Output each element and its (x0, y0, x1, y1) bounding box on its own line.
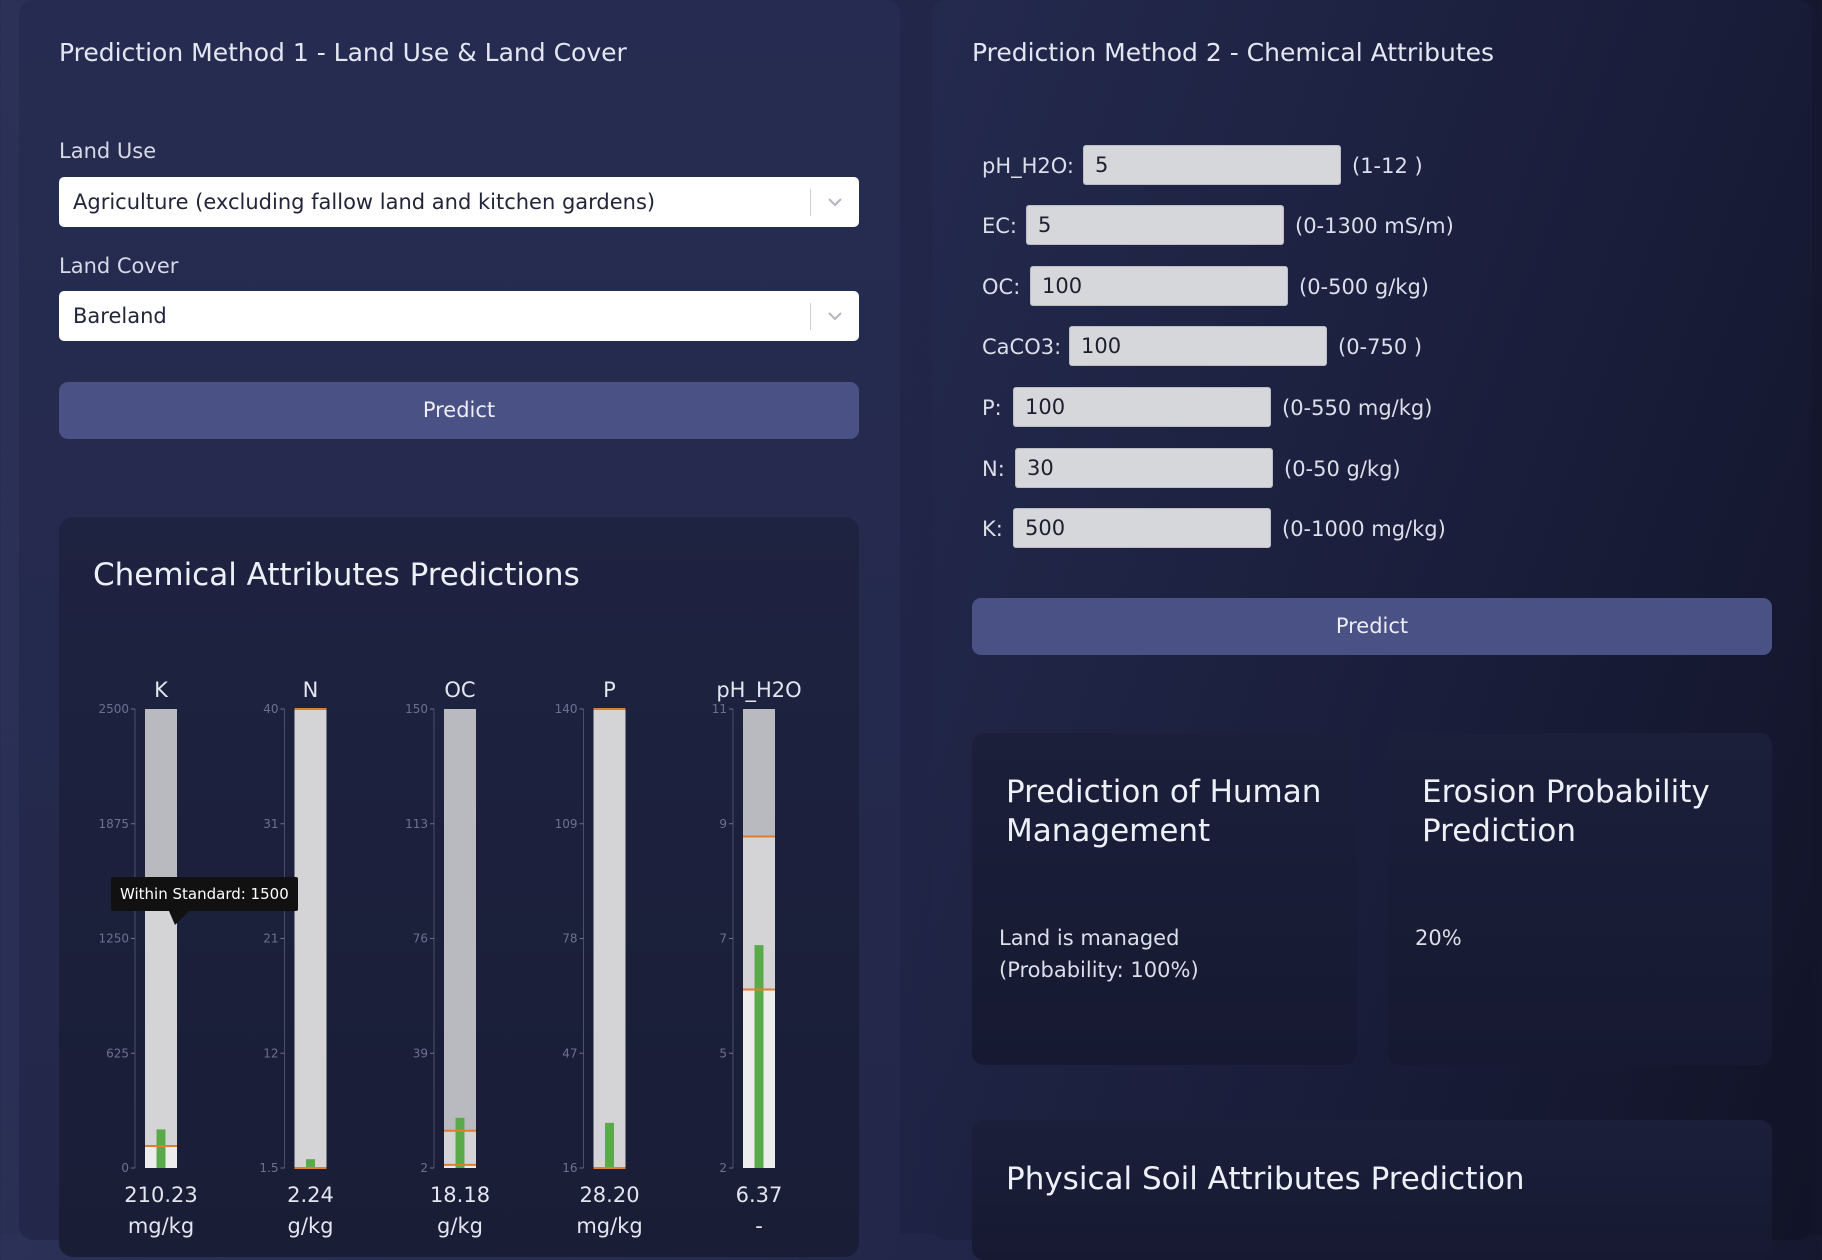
ec-range: (0-1300 mS/m) (1295, 214, 1454, 238)
p-label: P: (982, 396, 1002, 420)
erosion-title: Erosion Probability Prediction (1422, 774, 1710, 849)
oc-column-label: OC (444, 678, 475, 702)
ph-h2o-tick-label: 5 (719, 1046, 727, 1060)
oc-unit-label: g/kg (437, 1214, 483, 1238)
select-divider (810, 303, 811, 330)
p-range: (0-550 mg/kg) (1282, 396, 1433, 420)
k-column-label: K (154, 678, 169, 702)
k-tick-label: 1875 (98, 817, 129, 831)
predict-button-method2[interactable]: Predict (972, 598, 1772, 655)
k-standard-range (145, 892, 177, 1146)
oc-value-label: 18.18 (430, 1183, 490, 1207)
k-tick-label: 625 (106, 1046, 129, 1060)
ph-h2o-tick-label: 11 (712, 702, 727, 716)
p-tick-label: 140 (555, 702, 578, 716)
caco3-input[interactable] (1069, 326, 1327, 366)
land-cover-select[interactable]: Bareland (59, 291, 859, 341)
ph-h2o-value-label: 6.37 (736, 1183, 783, 1207)
ph-h2o-column-label: pH_H2O (716, 678, 801, 703)
erosion-result: 20% (1415, 926, 1462, 950)
oc-tick-label: 2 (420, 1161, 428, 1175)
oc-tick-label: 113 (405, 817, 428, 831)
n-unit-label: g/kg (288, 1214, 334, 1238)
k-input[interactable] (1013, 508, 1271, 548)
predict-button-method1[interactable]: Predict (59, 382, 859, 439)
land-use-select[interactable]: Agriculture (excluding fallow land and k… (59, 177, 859, 227)
n-column-label: N (303, 678, 319, 702)
k-tick-label: 1250 (98, 932, 129, 946)
n-label: N: (982, 457, 1005, 481)
ph-h2o-tick-label: 2 (719, 1161, 727, 1175)
oc-value-bar (455, 1117, 465, 1168)
ph-h2o-value-bar (754, 945, 764, 1168)
human-management-result: Land is managed (Probability: 100%) (999, 926, 1199, 982)
p-standard-range (593, 709, 626, 1168)
chemical-predictions-chart: K2500187512506250210.23mg/kgN403121121.5… (98, 678, 801, 1238)
chevron-down-icon[interactable] (825, 303, 845, 329)
n-value-label: 2.24 (287, 1183, 334, 1207)
p-tick-label: 109 (555, 817, 578, 831)
method2-panel: Prediction Method 2 - Chemical Attribute… (932, 0, 1812, 1260)
ec-label: EC: (982, 214, 1018, 238)
caco3-range: (0-750 ) (1338, 335, 1423, 359)
n-range: (0-50 g/kg) (1284, 457, 1401, 481)
tooltip-arrow (169, 911, 189, 925)
method1-panel: Prediction Method 1 - Land Use & Land Co… (19, 0, 900, 1257)
ph-h2o-range: (1-12 ) (1352, 154, 1423, 178)
n-standard-range (294, 709, 327, 1168)
method1-title: Prediction Method 1 - Land Use & Land Co… (59, 38, 627, 67)
n-tick-label: 12 (263, 1046, 278, 1060)
n-tick-label: 21 (263, 932, 278, 946)
k-range: (0-1000 mg/kg) (1282, 517, 1446, 541)
ec-input[interactable] (1026, 205, 1284, 245)
p-value-label: 28.20 (579, 1183, 639, 1207)
k-value-label: 210.23 (124, 1183, 197, 1207)
n-tick-label: 40 (263, 702, 278, 716)
land-cover-label: Land Cover (59, 254, 179, 278)
erosion-card: Erosion Probability Prediction 20% (1388, 733, 1772, 1065)
n-value-bar (306, 1159, 315, 1168)
k-unit-label: mg/kg (128, 1214, 194, 1238)
oc-bar-track (444, 709, 476, 1168)
oc-tick-label: 150 (405, 702, 428, 716)
p-input[interactable] (1013, 387, 1271, 427)
p-tick-label: 47 (562, 1046, 577, 1060)
human-management-title: Prediction of Human Management (1006, 774, 1322, 849)
caco3-label: CaCO3: (982, 335, 1062, 359)
physical-attributes-card: Physical Soil Attributes Prediction (972, 1120, 1772, 1260)
chemical-predictions-title: Chemical Attributes Predictions (93, 557, 580, 593)
chemical-predictions-card: Chemical Attributes Predictions K 2500 187… (59, 517, 859, 1257)
oc-tick-label: 76 (413, 932, 428, 946)
oc-input[interactable] (1030, 266, 1288, 306)
k-tick-label: 2500 (98, 702, 129, 716)
p-column-label: P (603, 678, 616, 702)
method2-title: Prediction Method 2 - Chemical Attribute… (972, 38, 1495, 67)
ph-h2o-tick-label: 9 (719, 817, 727, 831)
land-cover-value: Bareland (73, 304, 167, 328)
within-standard-tooltip: Within Standard: 1500 (111, 877, 298, 911)
k-tick-label: 0 (121, 1161, 129, 1175)
select-divider (810, 189, 811, 216)
oc-range: (0-500 g/kg) (1299, 275, 1429, 299)
oc-label: OC: (982, 275, 1021, 299)
physical-attributes-title: Physical Soil Attributes Prediction (1006, 1161, 1525, 1197)
oc-tick-label: 39 (413, 1046, 428, 1060)
chevron-down-icon[interactable] (825, 189, 845, 215)
n-input[interactable] (1015, 448, 1273, 488)
n-tick-label: 1.5 (259, 1161, 278, 1175)
ph-h2o-tick-label: 7 (719, 932, 727, 946)
ph-h2o-input[interactable] (1083, 145, 1341, 185)
ph-h2o-label: pH_H2O: (982, 154, 1075, 178)
p-unit-label: mg/kg (576, 1214, 642, 1238)
p-tick-label: 78 (562, 932, 577, 946)
k-label: K: (982, 517, 1003, 541)
k-value-bar (156, 1129, 166, 1168)
p-value-bar (605, 1122, 614, 1168)
ph-h2o-unit-label: - (755, 1214, 763, 1238)
land-use-value: Agriculture (excluding fallow land and k… (73, 190, 656, 214)
land-use-label: Land Use (59, 139, 157, 163)
n-tick-label: 31 (263, 817, 278, 831)
p-tick-label: 16 (562, 1161, 577, 1175)
human-management-card: Prediction of Human Management Land is m… (972, 733, 1357, 1065)
